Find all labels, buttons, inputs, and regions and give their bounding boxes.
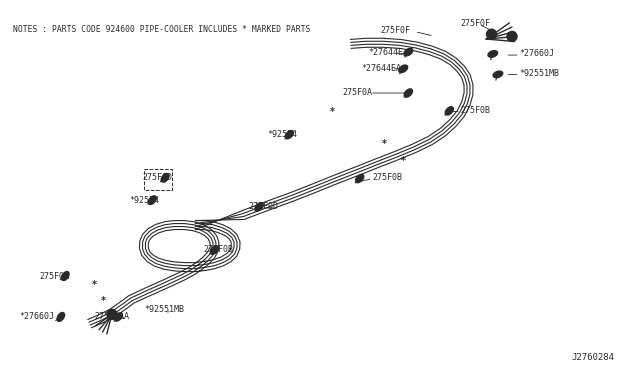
Text: *: *	[401, 156, 406, 166]
Text: *: *	[381, 140, 387, 149]
Text: 275F0D: 275F0D	[142, 173, 172, 182]
Text: *92551MB: *92551MB	[144, 305, 184, 314]
Text: *92554: *92554	[268, 130, 298, 139]
Text: *: *	[92, 280, 97, 289]
Text: 275F0B: 275F0B	[461, 106, 491, 115]
Text: *: *	[101, 296, 106, 305]
Text: *27644EA: *27644EA	[362, 64, 402, 73]
Ellipse shape	[61, 272, 69, 280]
Ellipse shape	[445, 107, 453, 115]
Ellipse shape	[161, 173, 169, 182]
Ellipse shape	[404, 89, 412, 97]
Text: *92551MB: *92551MB	[520, 69, 560, 78]
Ellipse shape	[399, 65, 408, 73]
Text: 275F0F: 275F0F	[461, 19, 491, 28]
Text: *27644E: *27644E	[368, 48, 403, 57]
Ellipse shape	[488, 51, 498, 57]
Ellipse shape	[211, 246, 218, 254]
Text: *27660J: *27660J	[520, 49, 555, 58]
Text: *27660J: *27660J	[19, 312, 54, 321]
Text: 275F0AA: 275F0AA	[95, 312, 130, 321]
Ellipse shape	[255, 203, 263, 211]
Text: 275F0B: 275F0B	[372, 173, 403, 182]
Text: 275F0A: 275F0A	[40, 272, 70, 280]
Ellipse shape	[285, 131, 293, 139]
Text: 275F0F: 275F0F	[381, 26, 411, 35]
Text: NOTES : PARTS CODE 924600 PIPE-COOLER INCLUDES * MARKED PARTS: NOTES : PARTS CODE 924600 PIPE-COOLER IN…	[13, 25, 310, 34]
Ellipse shape	[148, 196, 156, 205]
Ellipse shape	[356, 174, 364, 183]
Circle shape	[107, 310, 117, 319]
Circle shape	[486, 29, 497, 39]
Ellipse shape	[57, 312, 65, 321]
Text: 275F0A: 275F0A	[342, 88, 372, 97]
Text: 275F0B: 275F0B	[204, 246, 234, 254]
Ellipse shape	[404, 48, 413, 56]
Text: *: *	[330, 108, 335, 117]
Ellipse shape	[115, 313, 122, 321]
Text: J2760284: J2760284	[572, 353, 614, 362]
Circle shape	[507, 32, 517, 41]
Text: 275F0D: 275F0D	[248, 202, 278, 211]
Text: *92554: *92554	[129, 196, 159, 205]
Ellipse shape	[493, 71, 503, 78]
